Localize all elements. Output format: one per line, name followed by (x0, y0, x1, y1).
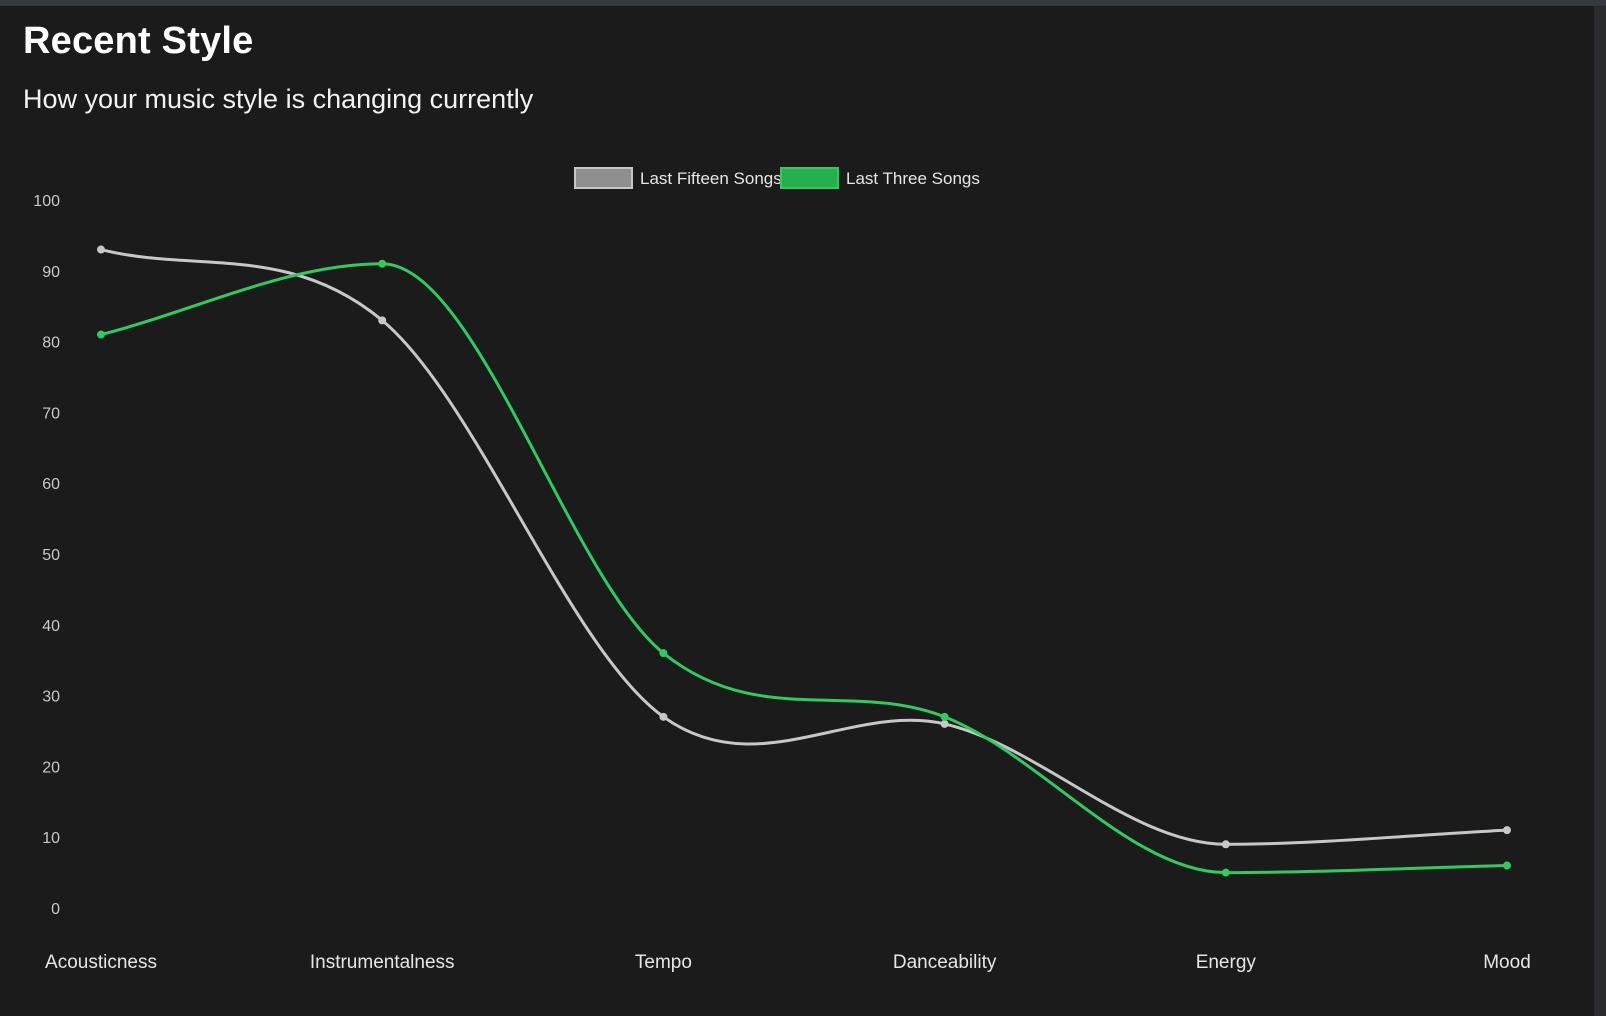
y-tick-label: 50 (42, 547, 60, 564)
legend-item-last-fifteen-songs[interactable]: Last Fifteen Songs (575, 168, 782, 188)
legend-swatch (781, 168, 838, 188)
data-point-last-three-songs[interactable] (378, 260, 386, 268)
y-tick-label: 0 (51, 901, 60, 918)
y-tick-label: 40 (42, 618, 60, 635)
y-tick-label: 10 (42, 830, 60, 847)
y-tick-label: 70 (42, 405, 60, 422)
x-tick-label: Mood (1483, 952, 1531, 973)
x-tick-label: Instrumentalness (310, 952, 455, 973)
x-tick-label: Energy (1196, 952, 1257, 973)
y-tick-label: 100 (33, 193, 60, 210)
data-point-last-fifteen-songs[interactable] (378, 316, 386, 324)
legend-label: Last Fifteen Songs (640, 169, 782, 188)
y-tick-label: 80 (42, 335, 60, 352)
x-tick-label: Acousticness (45, 952, 157, 973)
series-line-last-three-songs (101, 264, 1507, 873)
data-point-last-three-songs[interactable] (659, 649, 667, 657)
data-point-last-fifteen-songs[interactable] (97, 246, 105, 254)
y-tick-label: 30 (42, 689, 60, 706)
y-tick-label: 60 (42, 476, 60, 493)
data-point-last-three-songs[interactable] (1503, 862, 1511, 870)
data-point-last-fifteen-songs[interactable] (1503, 826, 1511, 834)
y-tick-label: 20 (42, 759, 60, 776)
legend-item-last-three-songs[interactable]: Last Three Songs (781, 168, 980, 188)
y-tick-label: 90 (42, 264, 60, 281)
data-point-last-three-songs[interactable] (941, 713, 949, 721)
data-point-last-fifteen-songs[interactable] (1222, 840, 1230, 848)
legend-swatch (575, 168, 632, 188)
data-point-last-fifteen-songs[interactable] (941, 720, 949, 728)
data-point-last-three-songs[interactable] (97, 331, 105, 339)
data-point-last-fifteen-songs[interactable] (659, 713, 667, 721)
data-point-last-three-songs[interactable] (1222, 869, 1230, 877)
series-line-last-fifteen-songs (101, 250, 1507, 845)
x-tick-label: Tempo (635, 952, 692, 973)
x-tick-label: Danceability (893, 952, 997, 973)
legend-label: Last Three Songs (846, 169, 980, 188)
